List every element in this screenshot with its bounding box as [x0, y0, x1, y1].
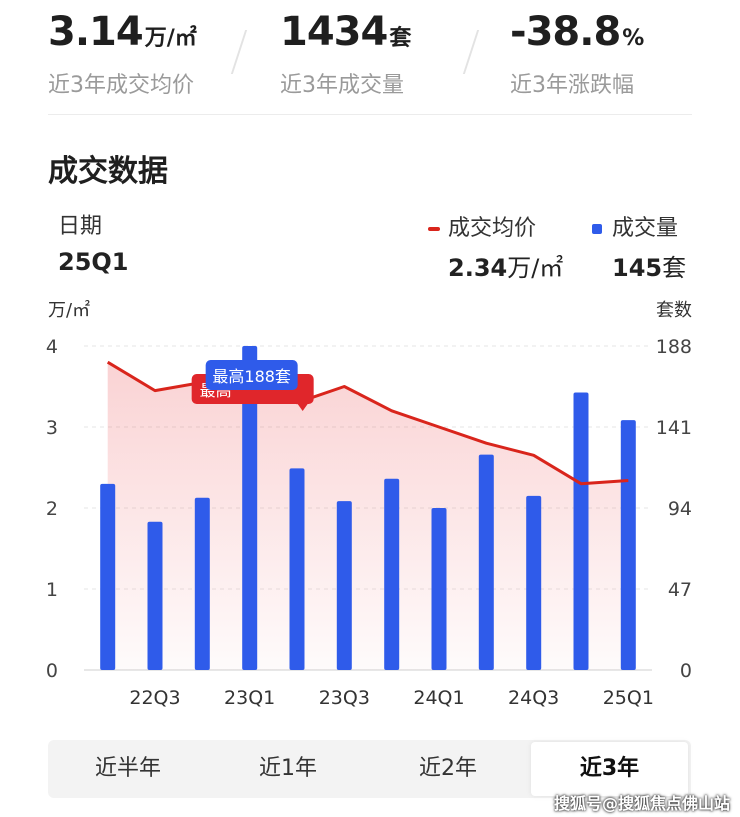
stat-volume-value: 1434套 — [280, 9, 412, 55]
volume-bar — [289, 468, 305, 670]
x-tick-label: 22Q3 — [129, 687, 180, 709]
range-half-year[interactable]: 近半年 — [94, 756, 161, 781]
legend-price-label: 成交均价 — [448, 216, 537, 241]
left-tick-label: 3 — [46, 417, 58, 439]
price-value: 2.34万/㎡ — [448, 254, 564, 282]
price-area — [107, 362, 629, 670]
volume-bar — [526, 495, 542, 670]
max-price-badge-pointer — [297, 404, 308, 411]
x-tick-label: 23Q1 — [224, 687, 275, 709]
volume-bar — [384, 478, 400, 670]
range-3-year[interactable]: 近3年 — [531, 742, 688, 796]
right-tick-label: 141 — [656, 417, 692, 439]
x-tick-label: 24Q3 — [508, 687, 559, 709]
stat-volume-label: 近3年成交量 — [280, 73, 404, 98]
section-title: 成交数据 — [48, 154, 168, 189]
range-2-year[interactable]: 近2年 — [419, 756, 477, 781]
watermark: 搜狐号@搜狐焦点佛山站 — [553, 794, 730, 813]
right-axis-title: 套数 — [656, 300, 692, 321]
max-volume-badge — [205, 360, 298, 390]
stat-change: -38.8% 近3年涨跌幅 — [510, 8, 644, 99]
transaction-chart[interactable]: 万/㎡ 套数 0 1 2 3 4 0 47 94 141 188 22Q3 23Q1 23Q3 24Q1 24Q… — [0, 290, 740, 730]
legend-price[interactable]: 成交均价 — [428, 210, 536, 242]
volume-bar — [573, 392, 589, 670]
volume-value: 145套 — [612, 254, 687, 282]
legend-volume-label: 成交量 — [612, 216, 679, 241]
range-1-year[interactable]: 近1年 — [259, 756, 317, 781]
line-legend-icon — [428, 227, 440, 231]
right-tick-label: 47 — [668, 579, 692, 601]
x-tick-label: 25Q1 — [603, 687, 654, 709]
stat-change-label: 近3年涨跌幅 — [510, 73, 634, 98]
volume-bar — [336, 501, 352, 670]
stat-avg-price-label: 近3年成交均价 — [48, 73, 194, 98]
stat-avg-price-value: 3.14万/㎡ — [48, 9, 197, 55]
stat-avg-price: 3.14万/㎡ 近3年成交均价 — [48, 8, 197, 99]
volume-bar — [194, 497, 210, 670]
date-value: 25Q1 — [58, 248, 129, 276]
left-tick-label: 2 — [46, 498, 58, 520]
volume-bar — [431, 508, 447, 670]
stat-change-value: -38.8% — [510, 9, 645, 55]
bar-legend-icon — [592, 224, 602, 234]
left-tick-label: 1 — [46, 579, 58, 601]
volume-bar — [242, 346, 258, 670]
x-tick-label: 24Q1 — [413, 687, 464, 709]
legend-volume[interactable]: 成交量 — [592, 210, 678, 242]
left-axis-title: 万/㎡ — [48, 299, 90, 321]
volume-bar — [478, 454, 494, 670]
right-tick-label: 0 — [680, 660, 692, 682]
stat-volume: 1434套 近3年成交量 — [280, 8, 411, 99]
right-tick-label: 188 — [656, 336, 692, 358]
volume-bar — [100, 483, 116, 670]
max-volume-badge-text: 最高188套 — [212, 367, 291, 386]
divider — [462, 30, 480, 74]
volume-bar — [620, 420, 636, 670]
date-label: 日期 — [58, 214, 103, 239]
right-tick-label: 94 — [668, 498, 692, 520]
range-selector: 近半年 近1年 近2年 近3年 — [48, 740, 691, 798]
divider — [48, 114, 692, 115]
left-tick-label: 4 — [46, 336, 58, 358]
volume-bar — [147, 521, 163, 670]
summary-stats: 3.14万/㎡ 近3年成交均价 1434套 近3年成交量 -38.8% 近3年涨… — [0, 0, 740, 118]
left-tick-label: 0 — [46, 660, 58, 682]
divider — [230, 30, 248, 74]
x-tick-label: 23Q3 — [319, 687, 370, 709]
